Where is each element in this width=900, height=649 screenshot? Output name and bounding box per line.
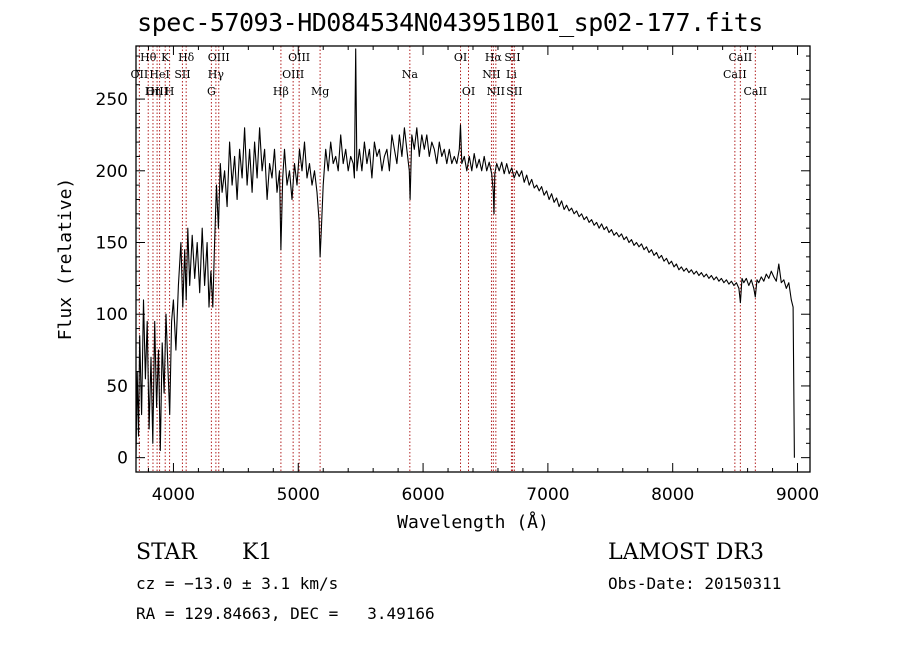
y-tick-label: 150 <box>96 234 128 254</box>
line-marker-label: Hδ <box>178 51 195 64</box>
line-marker-label: Hα <box>485 51 503 64</box>
x-axis-label: Wavelength (Å) <box>397 511 549 533</box>
line-marker-label: CaII <box>743 85 767 98</box>
y-tick-label: 50 <box>106 377 128 397</box>
line-marker-label: OIII <box>288 51 310 64</box>
line-marker-label: Na <box>402 68 419 81</box>
line-markers: OIIHθOIIIHηHeIKHSIIHδGHγOIIIHβOIIIOIIIMg… <box>131 46 767 472</box>
line-marker-label: OI <box>462 85 475 98</box>
line-marker-label: OIII <box>282 68 304 81</box>
y-tick-label: 200 <box>96 162 128 182</box>
line-marker-label: Hβ <box>273 85 289 98</box>
redshift-cz: cz = −13.0 ± 3.1 km/s <box>136 574 339 593</box>
line-marker-label: CaII <box>729 51 753 64</box>
y-tick-label: 100 <box>96 305 128 325</box>
line-marker-label: Mg <box>311 85 329 98</box>
line-marker-label: SII <box>506 85 522 98</box>
survey-name: LAMOST DR3 <box>608 540 764 565</box>
object-class: STAR <box>136 540 197 565</box>
x-tick-label: 9000 <box>776 485 819 505</box>
x-tick-label: 6000 <box>401 485 444 505</box>
line-marker-label: K <box>161 51 170 64</box>
line-marker-label: NII <box>487 85 505 98</box>
spectrum-line <box>135 48 795 458</box>
y-axis-label: Flux (relative) <box>55 178 76 341</box>
axes: 4000 5000 6000 7000 8000 9000 0 50 100 150 200 250 <box>96 46 819 505</box>
line-marker-label: H <box>165 85 175 98</box>
line-marker-label: OIII <box>146 85 168 98</box>
line-marker-label: Hθ <box>140 51 157 64</box>
line-marker-label: SII <box>174 68 190 81</box>
line-marker-label: OI <box>454 51 467 64</box>
line-marker-label: G <box>207 85 216 98</box>
line-marker-label: Li <box>506 68 517 81</box>
line-marker-label: Hγ <box>208 68 225 81</box>
line-marker-label: NII <box>482 68 500 81</box>
obs-date: Obs-Date: 20150311 <box>608 574 782 593</box>
line-marker-label: CaII <box>723 68 747 81</box>
y-tick-label: 250 <box>96 90 128 110</box>
x-tick-label: 7000 <box>526 485 569 505</box>
coordinates: RA = 129.84663, DEC = 3.49166 <box>136 604 435 623</box>
line-marker-label: Hη <box>145 85 161 98</box>
chart-title: spec-57093-HD084534N043951B01_sp02-177.f… <box>137 8 763 37</box>
y-tick-label: 0 <box>117 449 128 469</box>
line-marker-label: OII <box>131 68 149 81</box>
plot-frame <box>135 45 811 473</box>
line-marker-label: SII <box>504 51 520 64</box>
x-tick-label: 4000 <box>152 485 195 505</box>
object-subclass: K1 <box>242 540 273 565</box>
x-tick-label: 5000 <box>277 485 320 505</box>
line-marker-label: OIII <box>208 51 230 64</box>
x-tick-label: 8000 <box>651 485 694 505</box>
line-marker-label: HeI <box>149 68 169 81</box>
